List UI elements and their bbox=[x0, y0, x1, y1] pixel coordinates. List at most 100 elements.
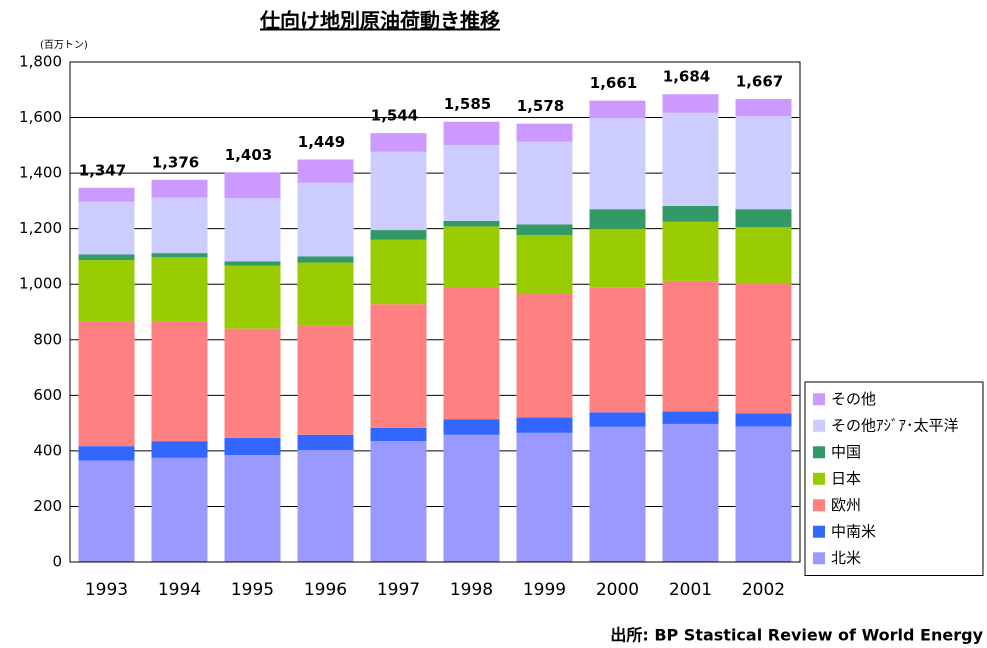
bar-segment bbox=[443, 434, 500, 562]
x-tick-label: 2002 bbox=[742, 580, 785, 600]
bar-segment bbox=[589, 228, 646, 288]
bar-segment bbox=[443, 220, 500, 227]
bar-segment bbox=[370, 239, 427, 305]
bar-segment bbox=[151, 441, 208, 458]
bar-segment bbox=[443, 287, 500, 420]
total-label: 1,578 bbox=[517, 97, 564, 115]
bar-segment bbox=[224, 437, 281, 456]
bar-segment bbox=[662, 112, 719, 206]
legend-label: 北米 bbox=[831, 549, 861, 567]
y-tick-label: 800 bbox=[33, 330, 62, 348]
legend-swatch bbox=[813, 446, 825, 459]
y-tick-label: 1,200 bbox=[19, 219, 62, 237]
bar-segment bbox=[297, 325, 354, 435]
unit-label: (百万トン) bbox=[40, 39, 88, 51]
total-label: 1,667 bbox=[736, 72, 783, 90]
bar-segment bbox=[735, 413, 792, 427]
y-tick-label: 600 bbox=[33, 386, 62, 404]
x-tick-label: 1995 bbox=[231, 580, 274, 600]
bar-segment bbox=[78, 460, 135, 562]
bar-segment bbox=[735, 98, 792, 117]
bar-segment bbox=[224, 172, 281, 199]
y-tick-label: 200 bbox=[33, 497, 62, 515]
bar-segment bbox=[297, 434, 354, 451]
bar-segment bbox=[224, 198, 281, 262]
bar-segment bbox=[662, 280, 719, 412]
legend-swatch bbox=[813, 499, 825, 512]
bar-segment bbox=[735, 116, 792, 210]
y-tick-label: 400 bbox=[33, 441, 62, 459]
y-tick-label: 0 bbox=[52, 553, 62, 571]
legend-label: 中国 bbox=[831, 443, 861, 461]
bar-segment bbox=[370, 151, 427, 231]
bar-segment bbox=[443, 226, 500, 288]
bar-segment bbox=[297, 450, 354, 562]
y-tick-label: 1,800 bbox=[19, 53, 62, 71]
x-tick-label: 1996 bbox=[304, 580, 347, 600]
bar-segment bbox=[297, 182, 354, 257]
bar-segment bbox=[516, 417, 573, 433]
x-tick-label: 2001 bbox=[669, 580, 712, 600]
legend-label: その他 bbox=[831, 390, 876, 408]
bar-segment bbox=[78, 446, 135, 461]
bar-segment bbox=[443, 121, 500, 146]
x-tick-label: 1999 bbox=[523, 580, 566, 600]
bar-segment bbox=[443, 145, 500, 221]
bar-segment bbox=[735, 283, 792, 414]
legend-label: その他ｱｼﾞｱ･太平洋 bbox=[831, 416, 959, 434]
legend-label: 欧州 bbox=[831, 496, 861, 514]
bar-segment bbox=[370, 133, 427, 152]
total-label: 1,449 bbox=[298, 133, 345, 151]
y-tick-label: 1,400 bbox=[19, 164, 62, 182]
total-label: 1,376 bbox=[152, 153, 199, 171]
bar-segment bbox=[662, 411, 719, 424]
bar-segment bbox=[662, 94, 719, 113]
legend-swatch bbox=[813, 525, 825, 538]
total-label: 1,585 bbox=[444, 95, 491, 113]
x-tick-label: 1997 bbox=[377, 580, 420, 600]
bar-segment bbox=[297, 256, 354, 263]
bar-segment bbox=[151, 457, 208, 562]
bar-segment bbox=[516, 235, 573, 294]
bar-segment bbox=[589, 287, 646, 413]
x-tick-label: 1998 bbox=[450, 580, 493, 600]
source: 出所: BP Stastical Review of World Energy bbox=[610, 626, 983, 645]
bar-segment bbox=[224, 455, 281, 562]
legend-swatch bbox=[813, 472, 825, 485]
bar-segment bbox=[78, 321, 135, 447]
total-label: 1,403 bbox=[225, 146, 272, 164]
bar-segment bbox=[224, 328, 281, 438]
bar-segment bbox=[516, 224, 573, 236]
bar-segment bbox=[297, 159, 354, 183]
bar-segment bbox=[151, 321, 208, 442]
y-tick-label: 1,600 bbox=[19, 108, 62, 126]
legend-swatch bbox=[813, 419, 825, 432]
bar-segment bbox=[78, 187, 135, 202]
bar-segment bbox=[516, 432, 573, 562]
bar-segment bbox=[589, 209, 646, 229]
bar-segment bbox=[662, 423, 719, 562]
legend-swatch bbox=[813, 552, 825, 565]
bar-segment bbox=[516, 141, 573, 225]
x-tick-label: 1994 bbox=[158, 580, 201, 600]
bar-segment bbox=[224, 261, 281, 266]
bar-segment bbox=[370, 427, 427, 442]
bar-segment bbox=[516, 123, 573, 142]
bar-segment bbox=[516, 293, 573, 418]
total-label: 1,544 bbox=[371, 107, 418, 125]
bar-segment bbox=[151, 253, 208, 258]
x-tick-label: 1993 bbox=[85, 580, 128, 600]
legend-label: 中南米 bbox=[831, 522, 876, 540]
legend-swatch bbox=[813, 393, 825, 406]
bar-segment bbox=[589, 118, 646, 210]
bar-segment bbox=[662, 205, 719, 222]
total-label: 1,347 bbox=[79, 161, 126, 179]
bar-segment bbox=[151, 179, 208, 198]
chart-title: 仕向け地別原油荷動き推移 bbox=[259, 9, 500, 33]
bar-segment bbox=[735, 426, 792, 562]
bar-segment bbox=[589, 426, 646, 562]
y-tick-label: 1,000 bbox=[19, 275, 62, 293]
total-label: 1,661 bbox=[590, 74, 637, 92]
bar-segment bbox=[151, 197, 208, 254]
